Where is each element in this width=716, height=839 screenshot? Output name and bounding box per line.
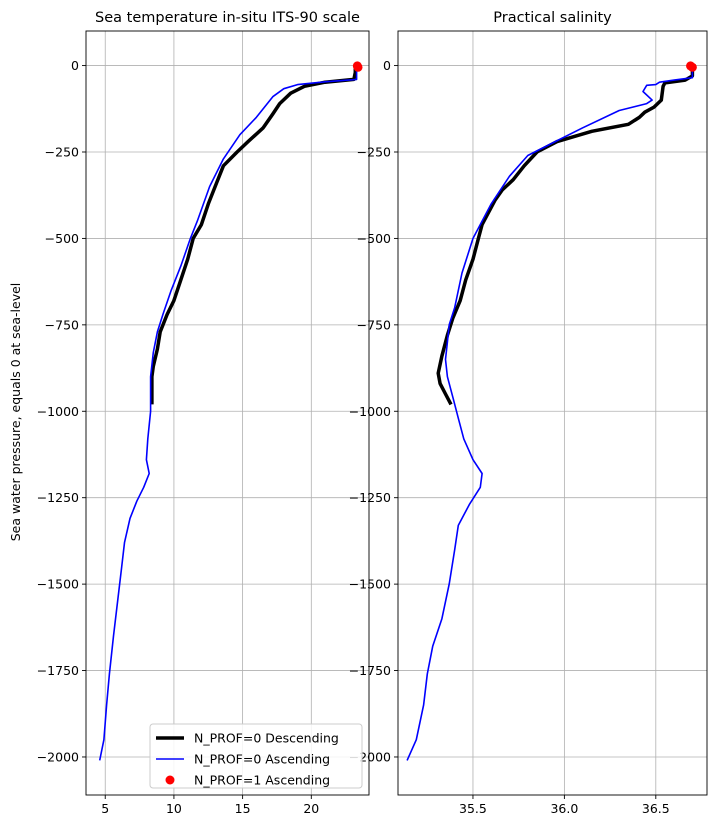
x-tick-label: 36.5 [642, 801, 670, 816]
series-line-n-prof-0-descending [436, 66, 695, 406]
y-tick-label: −1250 [349, 490, 391, 505]
y-tick-label: 0 [71, 58, 79, 73]
series-marker [687, 62, 697, 72]
y-tick-label: −750 [357, 317, 391, 332]
y-tick-label: −1750 [349, 663, 391, 678]
y-tick-label: −500 [357, 231, 391, 246]
axes-frame [397, 30, 708, 796]
legend-box [149, 723, 363, 789]
series-line-n-prof-0-ascending [98, 66, 358, 761]
y-tick-label: −1500 [349, 577, 391, 592]
y-tick-label: −1750 [37, 663, 79, 678]
axes-frame [85, 30, 370, 796]
series-line-n-prof-0-ascending [406, 66, 694, 761]
y-tick-label: −250 [357, 144, 391, 159]
chart-title: Practical salinity [493, 10, 612, 26]
legend: N_PROF=0 Descending N_PROF=0 Ascending N_P… [149, 723, 363, 789]
x-tick-label: 20 [303, 801, 319, 816]
y-tick-label: 0 [383, 58, 391, 73]
series-line-n-prof-0-descending [150, 66, 358, 405]
series-marker [353, 62, 363, 72]
x-tick-label: 36.0 [550, 801, 578, 816]
y-tick-label: −1250 [37, 490, 79, 505]
legend-swatch [165, 775, 175, 785]
legend-entry: N_PROF=0 Descending [194, 731, 339, 746]
y-tick-label: −1000 [37, 404, 79, 419]
y-tick-label: −1500 [37, 577, 79, 592]
x-tick-label: 5 [101, 801, 109, 816]
y-tick-label: −750 [45, 317, 79, 332]
y-tick-label: −2000 [37, 749, 79, 764]
salinity-panel: 35.5 36.0 36.5 0 −250 −500 −750 −1000 −1250 −1500… [349, 10, 708, 816]
legend-entry: N_PROF=1 Ascending [194, 773, 330, 788]
x-tick-label: 15 [235, 801, 251, 816]
x-tick-label: 35.5 [459, 801, 487, 816]
y-tick-label: −250 [45, 144, 79, 159]
legend-entry: N_PROF=0 Ascending [194, 752, 330, 767]
y-tick-label: −500 [45, 231, 79, 246]
temperature-panel: 5 10 15 20 0 −250 −500 −750 −1000 −1250 −1500 −1750… [37, 10, 370, 816]
y-axis-label: Sea water pressure, equals 0 at sea-leve… [8, 283, 23, 542]
chart-title: Sea temperature in-situ ITS-90 scale [95, 10, 360, 26]
x-tick-label: 10 [166, 801, 182, 816]
y-tick-label: −1000 [349, 404, 391, 419]
